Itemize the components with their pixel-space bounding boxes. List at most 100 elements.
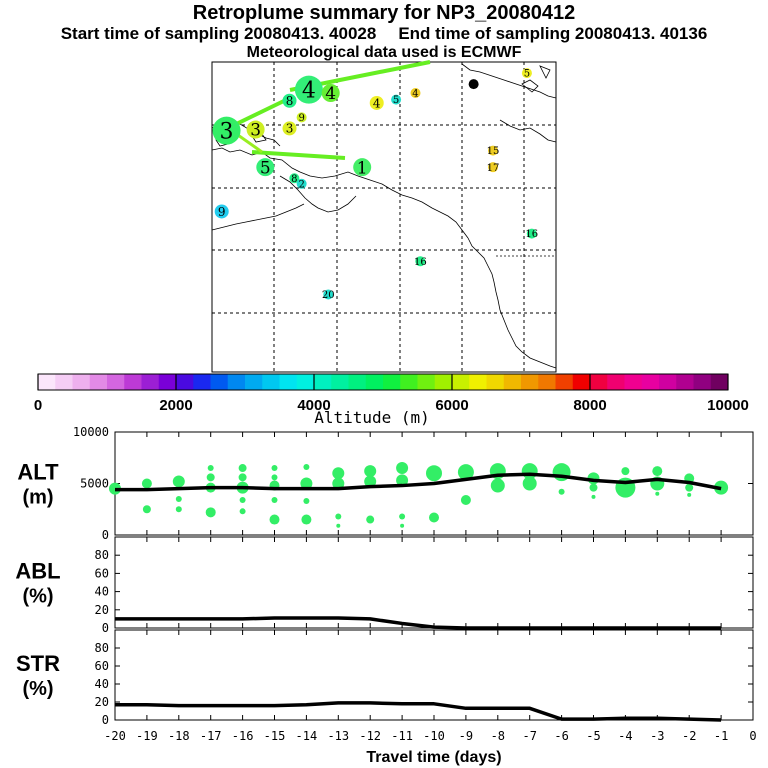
plume-point: [335, 513, 342, 520]
colorbar-cell: [227, 374, 246, 390]
colorbar-cell: [503, 374, 522, 390]
plume-point: [303, 498, 310, 505]
map-day-label: 20: [322, 290, 335, 301]
plume-point: [364, 465, 377, 478]
colorbar-cell: [486, 374, 505, 390]
panel-yunit: (%): [22, 586, 53, 608]
y-tick-label: 20: [95, 603, 109, 617]
y-tick-label: 60: [95, 659, 109, 673]
panel-yunit: (%): [22, 678, 53, 700]
x-tick-label: -20: [104, 729, 126, 743]
colorbar-cell: [538, 374, 556, 390]
plume-point: [399, 513, 406, 520]
colorbar-cell: [348, 374, 367, 390]
colorbar-cell: [710, 374, 729, 390]
colorbar-cell: [124, 374, 142, 390]
plume-point: [206, 473, 215, 482]
map-marker: [353, 158, 372, 177]
sampling-times: Start time of sampling 20080413. 40028 En…: [0, 24, 768, 44]
map-day-label: 3: [250, 121, 261, 141]
y-tick-label: 0: [102, 528, 109, 542]
colorbar-cell: [296, 374, 315, 390]
map-day-label: 4: [302, 79, 316, 104]
colorbar-cell: [107, 374, 125, 390]
plume-point: [332, 467, 345, 480]
map-marker: [294, 75, 323, 104]
plume-point: [652, 466, 663, 477]
map-day-label: 3: [286, 122, 294, 136]
plume-point: [366, 515, 375, 524]
map-day-label: 8: [291, 174, 297, 185]
map-day-label: 5: [393, 95, 399, 106]
colorbar-cell: [383, 374, 401, 390]
colorbar-cell: [521, 374, 539, 390]
colorbar-cell: [262, 374, 280, 390]
plume-point: [271, 496, 278, 503]
y-tick-label: 80: [95, 641, 109, 655]
panel-ylabel: STR: [16, 651, 60, 676]
plume-path-day3: [227, 96, 291, 130]
series-line-alt: [115, 472, 722, 492]
map-day-label: 16: [525, 229, 538, 240]
panel-ylabel: ALT: [17, 460, 59, 485]
x-tick-label: -6: [554, 729, 568, 743]
map-marker: [296, 178, 307, 189]
colorbar-cell: [314, 374, 332, 390]
plume-point: [172, 475, 185, 488]
y-tick-label: 80: [95, 548, 109, 562]
y-tick-label: 5000: [80, 477, 109, 491]
x-tick-label: -7: [522, 729, 536, 743]
map-day-label: 9: [218, 205, 226, 219]
map-day-label: 9: [298, 113, 304, 124]
map-marker: [410, 88, 421, 98]
panel-abl: 0 20 40 60 80 ABL(%): [15, 536, 754, 635]
map-day-label: 8: [286, 94, 294, 108]
map-day-label: 17: [487, 163, 500, 174]
plume-point: [207, 465, 214, 472]
x-tick-label: -12: [359, 729, 381, 743]
colorbar-cell: [417, 374, 436, 390]
plume-point: [205, 507, 216, 518]
colorbar-cell: [72, 374, 91, 390]
map-marker: [214, 204, 229, 219]
panel-ylabel: ABL: [15, 559, 60, 584]
panel-frame: [114, 536, 754, 629]
colorbar-cell: [659, 374, 677, 390]
colorbar-cell: [55, 374, 73, 390]
plume-point: [685, 483, 694, 492]
colorbar-tick-label: 10000: [707, 397, 749, 414]
map-marker: [282, 121, 297, 136]
series-line-str: [115, 701, 722, 722]
map-marker: [289, 173, 300, 184]
y-tick-label: 10000: [73, 425, 109, 439]
colorbar-cell: [210, 374, 229, 390]
time-series-panels: 0500010000ALT(m)020406080ABL(%)020406080…: [15, 425, 756, 766]
coast-aleutians: [211, 203, 305, 231]
plume-point: [396, 474, 409, 487]
met-data-label: Meteorological data used is ECMWF: [246, 44, 522, 61]
plume-point: [460, 494, 471, 505]
colorbar-cell: [38, 374, 56, 390]
colorbar-cells: [38, 374, 729, 390]
plume-point: [621, 467, 630, 476]
plume-point: [300, 477, 313, 490]
map-marker: [488, 162, 499, 173]
colorbar-label: Altitude (m): [314, 408, 430, 427]
x-tick-label: -14: [296, 729, 318, 743]
x-tick-label: -10: [423, 729, 445, 743]
colorbar-cell: [452, 374, 470, 390]
series-line-abl: [115, 616, 722, 630]
map-marker: [212, 116, 241, 145]
map-marker: [468, 79, 479, 90]
plume-point: [239, 496, 246, 503]
x-tick-label: -13: [327, 729, 349, 743]
plume-point: [558, 488, 565, 495]
map-day-label: 16: [414, 257, 427, 268]
colorbar-cell: [176, 374, 194, 390]
colorbar-cell: [193, 374, 211, 390]
plume-point: [589, 483, 598, 492]
colorbar-cell: [572, 374, 591, 390]
x-tick-label: -9: [459, 729, 473, 743]
